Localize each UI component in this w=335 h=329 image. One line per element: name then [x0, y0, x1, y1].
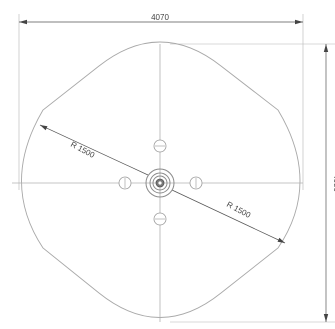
height-arrow-bottom [323, 314, 329, 322]
central-hub [145, 168, 175, 198]
width-dimension-text: 4070 [151, 13, 169, 22]
radius-leader-upper-left [39, 124, 149, 176]
width-arrow-left [19, 19, 27, 25]
radius-leader-lower-right [171, 189, 286, 244]
height-dimension-text: 4630 [332, 174, 335, 192]
radius-arrow-lower-right [277, 237, 285, 243]
radius-label-upper-left: R 1500 [69, 140, 96, 160]
bolt-hole-right [189, 176, 203, 190]
base-outline [21, 41, 301, 318]
bolt-hole-left [118, 176, 132, 190]
radius-arrow-upper-left [40, 125, 48, 131]
bolt-hole-bottom [153, 212, 167, 226]
height-arrow-top [323, 44, 329, 52]
bolt-hole-top [153, 139, 167, 153]
width-arrow-right [295, 19, 303, 25]
